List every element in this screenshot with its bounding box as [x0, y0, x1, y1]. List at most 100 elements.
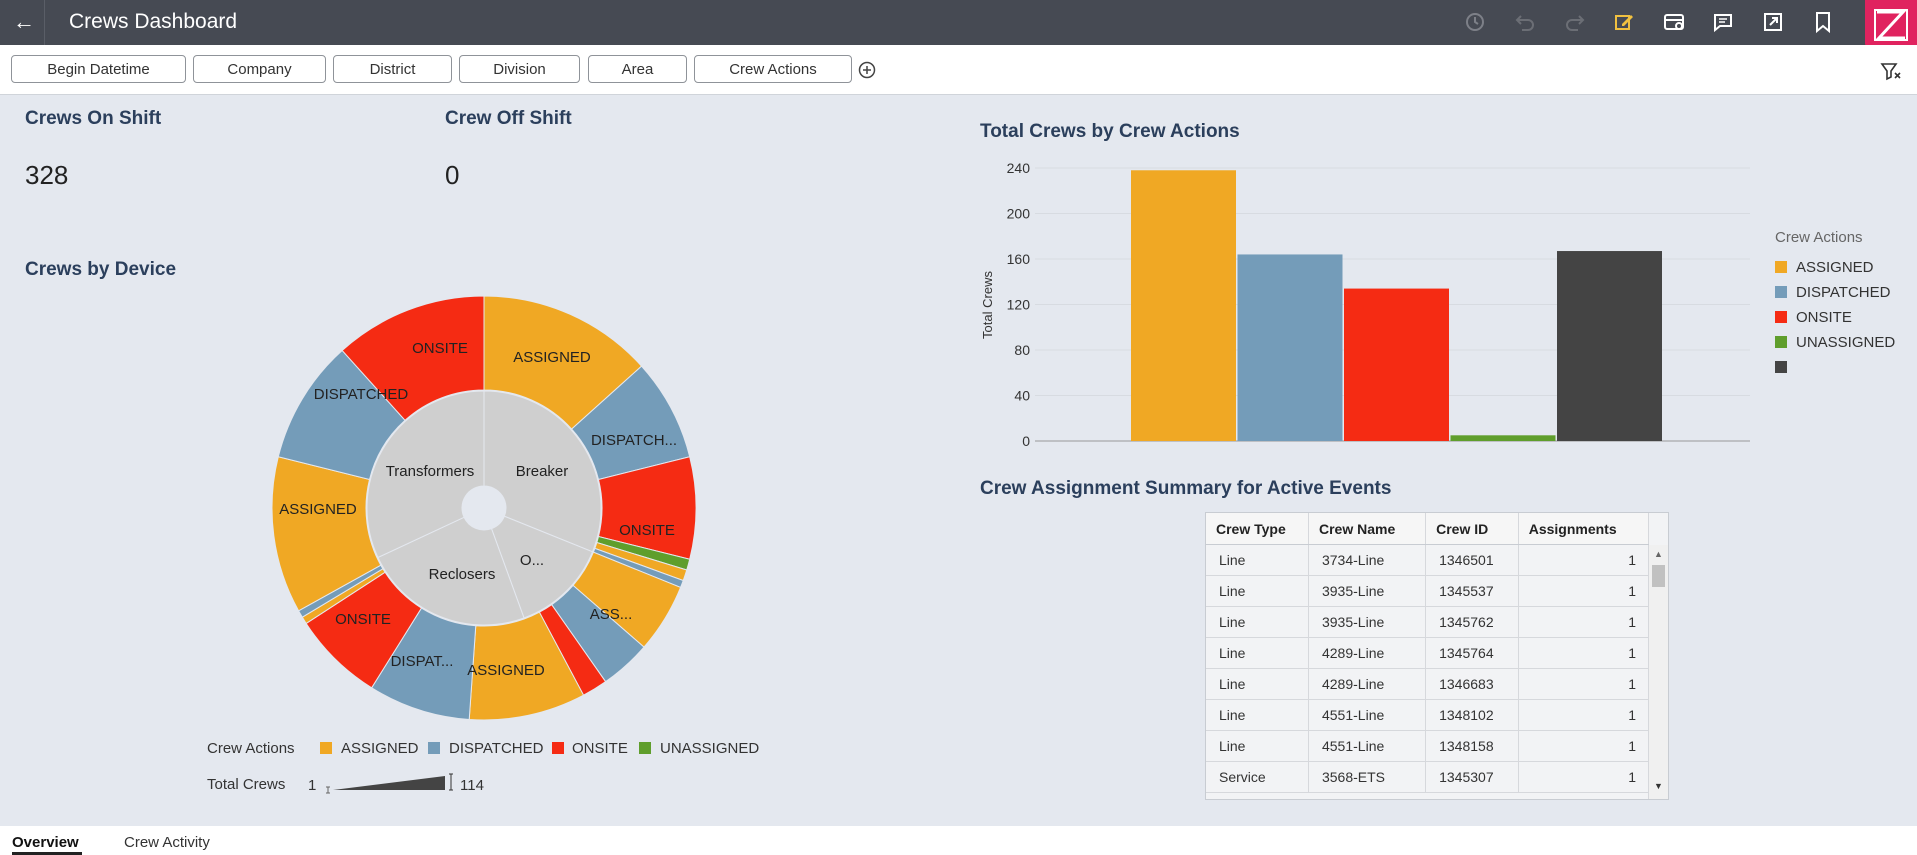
y-tick-label: 120: [1007, 297, 1031, 313]
bottom-tabs: Overview Crew Activity: [0, 826, 1917, 855]
share-icon[interactable]: [1761, 10, 1785, 34]
y-axis-label: Total Crews: [980, 271, 995, 339]
table-row[interactable]: Line 4289-Line 1346683 1: [1206, 668, 1650, 700]
tab-overview[interactable]: Overview: [12, 834, 79, 851]
filter-division[interactable]: Division: [459, 55, 580, 83]
bar[interactable]: [1450, 435, 1556, 441]
cell-crew-id: 1346501: [1425, 544, 1519, 576]
assignment-table-title: Crew Assignment Summary for Active Event…: [980, 478, 1392, 499]
scroll-down-icon[interactable]: ▼: [1654, 781, 1663, 791]
crew-action-segment[interactable]: [341, 295, 485, 422]
cell-crew-type: Line: [1206, 730, 1309, 762]
outer-label: ASS...: [590, 606, 633, 623]
cell-crew-id: 1348102: [1425, 699, 1519, 731]
cell-crew-type: Line: [1206, 575, 1309, 607]
cell-assignments: 1: [1518, 730, 1650, 762]
cell-crew-id: 1346683: [1425, 668, 1519, 700]
bar-legend-swatch-dispatched: [1775, 286, 1787, 298]
bar[interactable]: [1237, 254, 1343, 441]
cell-assignments: 1: [1518, 668, 1650, 700]
y-tick-label: 0: [1022, 433, 1030, 449]
col-crew-id[interactable]: Crew ID: [1425, 513, 1519, 545]
undo-icon[interactable]: [1513, 10, 1537, 34]
back-arrow-icon[interactable]: ←: [13, 9, 35, 34]
app-logo[interactable]: [1865, 0, 1917, 49]
legend-swatch-dispatched: [428, 742, 440, 754]
legend-onsite[interactable]: ONSITE: [572, 740, 628, 757]
bar[interactable]: [1344, 288, 1449, 441]
legend-swatch-onsite: [552, 742, 564, 754]
outer-label: ASSIGNED: [467, 662, 545, 679]
table-row[interactable]: Line 3935-Line 1345537 1: [1206, 575, 1650, 607]
col-crew-type[interactable]: Crew Type: [1206, 513, 1309, 545]
filter-funnel-icon[interactable]: [1880, 60, 1902, 82]
total-crews-bar-chart: 0 40 80 120 160 200 240 Total Crews: [980, 160, 1750, 449]
device-segment-other[interactable]: [490, 515, 594, 619]
outer-label: ASSIGNED: [279, 501, 357, 518]
inner-label: Reclosers: [429, 566, 496, 583]
bar-legend-unassigned[interactable]: UNASSIGNED: [1796, 334, 1896, 351]
history-icon[interactable]: [1463, 10, 1487, 34]
cell-crew-name: 4289-Line: [1308, 637, 1427, 669]
bar-legend-dispatched[interactable]: DISPATCHED: [1796, 284, 1891, 301]
cell-crew-type: Line: [1206, 668, 1309, 700]
page-title: Crews Dashboard: [69, 10, 238, 33]
bar[interactable]: [1131, 170, 1236, 441]
cell-assignments: 1: [1518, 699, 1650, 731]
device-segment-breaker[interactable]: [483, 390, 602, 553]
cell-crew-name: 4551-Line: [1308, 730, 1427, 762]
legend-dispatched[interactable]: DISPATCHED: [449, 740, 544, 757]
filter-district[interactable]: District: [333, 55, 452, 83]
comment-icon[interactable]: [1711, 10, 1735, 34]
device-segment-reclosers[interactable]: [377, 516, 525, 626]
bar-legend-swatch-assigned: [1775, 261, 1787, 273]
crew-off-shift-title: Crew Off Shift: [445, 108, 572, 129]
y-tick-label: 80: [1014, 342, 1030, 358]
device-segment-transformers[interactable]: [366, 390, 485, 559]
col-assignments[interactable]: Assignments: [1518, 513, 1650, 545]
legend-unassigned[interactable]: UNASSIGNED: [660, 740, 760, 757]
bar[interactable]: [1557, 251, 1662, 441]
cell-crew-type: Line: [1206, 606, 1309, 638]
scroll-up-icon[interactable]: ▲: [1654, 549, 1663, 559]
divider: [44, 0, 45, 45]
bar-legend-swatch-other[interactable]: [1775, 361, 1787, 373]
filter-area[interactable]: Area: [588, 55, 687, 83]
filter-begin-datetime[interactable]: Begin Datetime: [11, 55, 186, 83]
redo-icon[interactable]: [1563, 10, 1587, 34]
outer-label: DISPAT...: [391, 653, 454, 670]
table-row[interactable]: Service 3568-ETS 1345307 1: [1206, 761, 1650, 793]
filter-company[interactable]: Company: [193, 55, 326, 83]
bar-legend-title: Crew Actions: [1775, 229, 1863, 246]
crews-on-shift-title: Crews On Shift: [25, 108, 162, 129]
cell-assignments: 1: [1518, 761, 1650, 793]
assignment-table: Crew Type Crew Name Crew ID Assignments …: [1205, 512, 1669, 800]
outer-label: ONSITE: [619, 522, 675, 539]
cell-assignments: 1: [1518, 606, 1650, 638]
inner-label: O...: [520, 552, 544, 569]
legend-assigned[interactable]: ASSIGNED: [341, 740, 419, 757]
legend-swatch-assigned: [320, 742, 332, 754]
edit-icon[interactable]: [1612, 10, 1636, 34]
col-crew-name[interactable]: Crew Name: [1308, 513, 1427, 545]
scroll-thumb[interactable]: [1652, 565, 1665, 587]
add-filter-icon[interactable]: [858, 61, 876, 79]
size-legend-max: 114: [460, 777, 484, 794]
bar-legend-assigned[interactable]: ASSIGNED: [1796, 259, 1874, 276]
cell-crew-name: 4289-Line: [1308, 668, 1427, 700]
table-row[interactable]: Line 3734-Line 1346501 1: [1206, 544, 1650, 576]
cell-crew-id: 1345307: [1425, 761, 1519, 793]
data-source-icon[interactable]: [1662, 10, 1686, 34]
cell-crew-name: 3734-Line: [1308, 544, 1427, 576]
table-row[interactable]: Line 3935-Line 1345762 1: [1206, 606, 1650, 638]
filter-crew-actions[interactable]: Crew Actions: [694, 55, 852, 83]
y-tick-label: 40: [1014, 388, 1030, 404]
cell-crew-type: Line: [1206, 699, 1309, 731]
table-row[interactable]: Line 4551-Line 1348158 1: [1206, 730, 1650, 762]
table-row[interactable]: Line 4289-Line 1345764 1: [1206, 637, 1650, 669]
tab-crew-activity[interactable]: Crew Activity: [124, 834, 210, 851]
bookmark-icon[interactable]: [1811, 10, 1835, 34]
table-scrollbar[interactable]: ▲ ▼: [1648, 545, 1668, 799]
table-row[interactable]: Line 4551-Line 1348102 1: [1206, 699, 1650, 731]
bar-legend-onsite[interactable]: ONSITE: [1796, 309, 1852, 326]
